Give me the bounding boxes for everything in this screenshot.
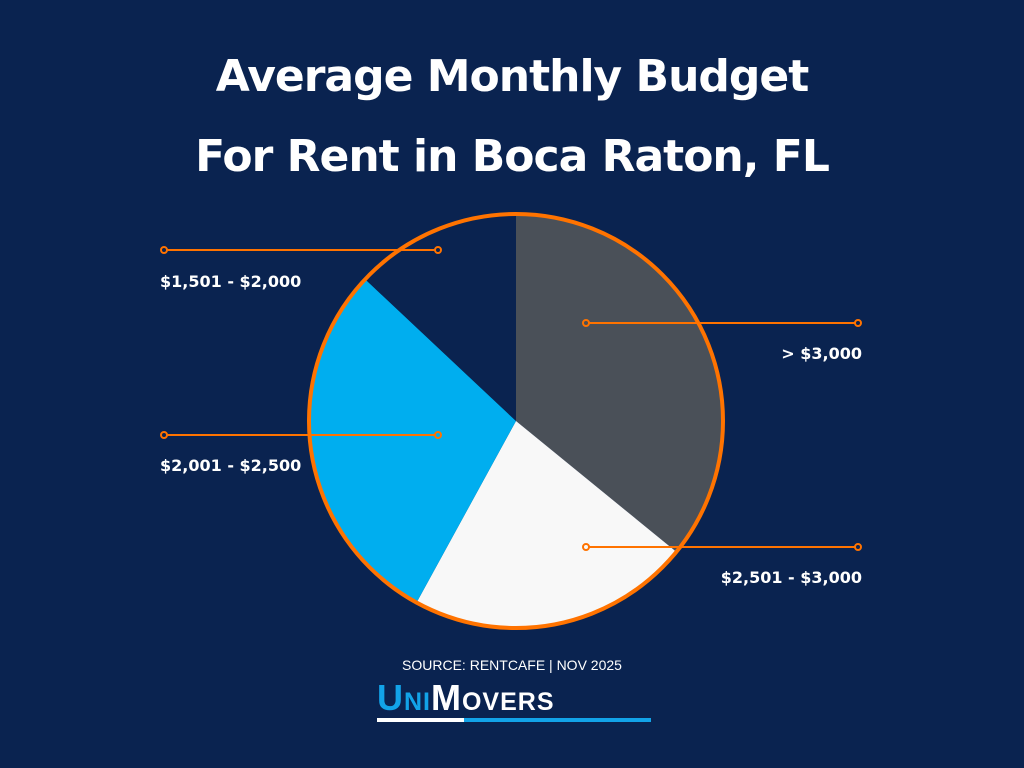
logo-uni: Uni xyxy=(377,677,431,718)
logo-underline-blue xyxy=(464,718,651,722)
logo-underline-white xyxy=(377,718,464,722)
label-2001-2500: $2,001 - $2,500 xyxy=(160,456,302,475)
slice-gt-3000 xyxy=(516,214,724,552)
chart-title-line2: For Rent in Boca Raton, FL xyxy=(195,131,830,182)
callout-lines xyxy=(160,246,862,551)
pie-outline xyxy=(307,212,725,630)
logo-movers: Movers xyxy=(431,677,555,718)
slice-2001-2500 xyxy=(309,279,516,603)
slice-2501-3000 xyxy=(416,421,677,628)
label-gt-3000: > $3,000 xyxy=(781,344,862,363)
chart-title-line1: Average Monthly Budget xyxy=(215,51,810,102)
label-2501-3000: $2,501 - $3,000 xyxy=(720,568,862,587)
label-1501-2000: $1,501 - $2,000 xyxy=(160,272,302,291)
source-note: SOURCE: RENTCAFE | NOV 2025 xyxy=(402,657,622,673)
slice-1501-2000 xyxy=(365,214,516,421)
unimovers-logo: UniMovers xyxy=(377,680,651,722)
